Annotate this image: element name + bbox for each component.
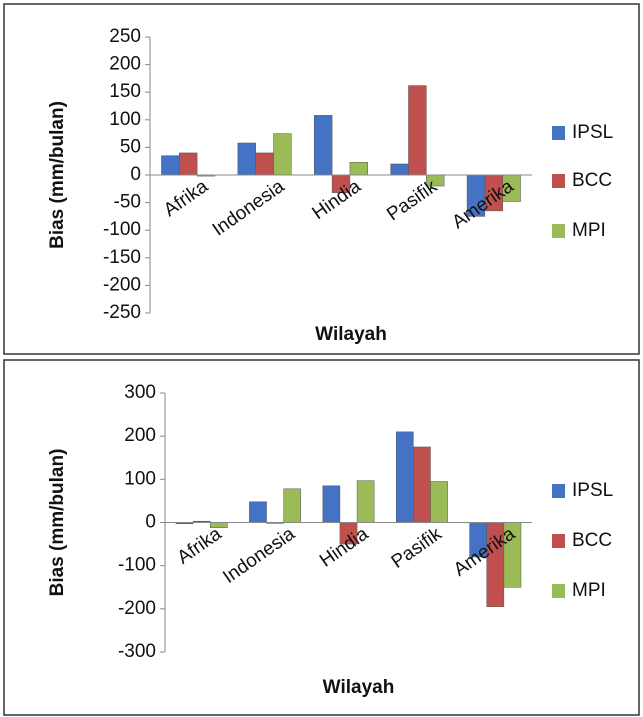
panel-frame bbox=[3, 359, 640, 716]
bar bbox=[161, 155, 180, 176]
y-tick-label: -100 bbox=[118, 555, 156, 576]
x-tick-label: Pasifik bbox=[383, 176, 441, 226]
y-tick-label: -100 bbox=[103, 219, 141, 240]
x-tick-label: Afrika bbox=[160, 176, 212, 221]
y-tick-label: -200 bbox=[103, 274, 141, 295]
bar bbox=[237, 142, 256, 176]
legend-swatch bbox=[552, 484, 565, 498]
panel-frame bbox=[3, 3, 640, 355]
bar bbox=[314, 115, 333, 176]
bar bbox=[273, 133, 292, 176]
legend-label: IPSL bbox=[572, 122, 613, 143]
bar bbox=[390, 163, 409, 176]
legend-swatch bbox=[552, 174, 565, 188]
legend-label: MPI bbox=[572, 220, 606, 241]
y-tick-label: 100 bbox=[109, 109, 141, 130]
y-axis-label: Bias (mm/bulan) bbox=[47, 449, 68, 597]
y-tick-label: 200 bbox=[124, 425, 156, 446]
x-tick-label: Indonesia bbox=[209, 176, 289, 241]
x-tick-label: Pasifik bbox=[388, 523, 446, 573]
y-tick-label: -250 bbox=[103, 302, 141, 323]
y-tick-label: 300 bbox=[124, 382, 156, 403]
y-tick-label: 0 bbox=[130, 164, 141, 185]
bar bbox=[413, 446, 431, 523]
y-axis-label: Bias (mm/bulan) bbox=[47, 101, 68, 249]
y-tick-label: 150 bbox=[109, 81, 141, 102]
y-tick-label: 0 bbox=[145, 512, 156, 533]
legend-label: BCC bbox=[572, 530, 612, 551]
bar bbox=[349, 162, 368, 176]
legend-label: BCC bbox=[572, 170, 612, 191]
bar bbox=[430, 481, 448, 523]
bar bbox=[249, 501, 267, 523]
bar bbox=[395, 431, 414, 523]
y-tick-label: 50 bbox=[120, 136, 141, 157]
bar bbox=[408, 85, 427, 176]
y-tick-label: -150 bbox=[103, 247, 141, 268]
x-axis-label: Wilayah bbox=[323, 677, 395, 698]
legend-label: IPSL bbox=[572, 480, 613, 501]
legend-swatch bbox=[552, 534, 565, 548]
y-tick-label: -200 bbox=[118, 598, 156, 619]
bar bbox=[283, 488, 302, 523]
y-tick-label: 250 bbox=[109, 26, 141, 47]
legend-swatch bbox=[552, 126, 565, 140]
x-axis-label: Wilayah bbox=[315, 324, 387, 345]
y-tick-label: -300 bbox=[118, 641, 156, 662]
bar bbox=[179, 152, 198, 176]
legend-swatch bbox=[552, 584, 565, 598]
bar bbox=[356, 480, 375, 523]
y-tick-label: 200 bbox=[109, 54, 141, 75]
legend-swatch bbox=[552, 224, 565, 238]
y-tick-label: -50 bbox=[114, 192, 141, 213]
y-tick-label: 100 bbox=[124, 468, 156, 489]
legend-label: MPI bbox=[572, 580, 606, 601]
bar bbox=[255, 152, 274, 176]
bar bbox=[322, 485, 341, 523]
x-tick-label: Indonesia bbox=[219, 523, 299, 588]
x-tick-label: Afrika bbox=[174, 523, 226, 568]
